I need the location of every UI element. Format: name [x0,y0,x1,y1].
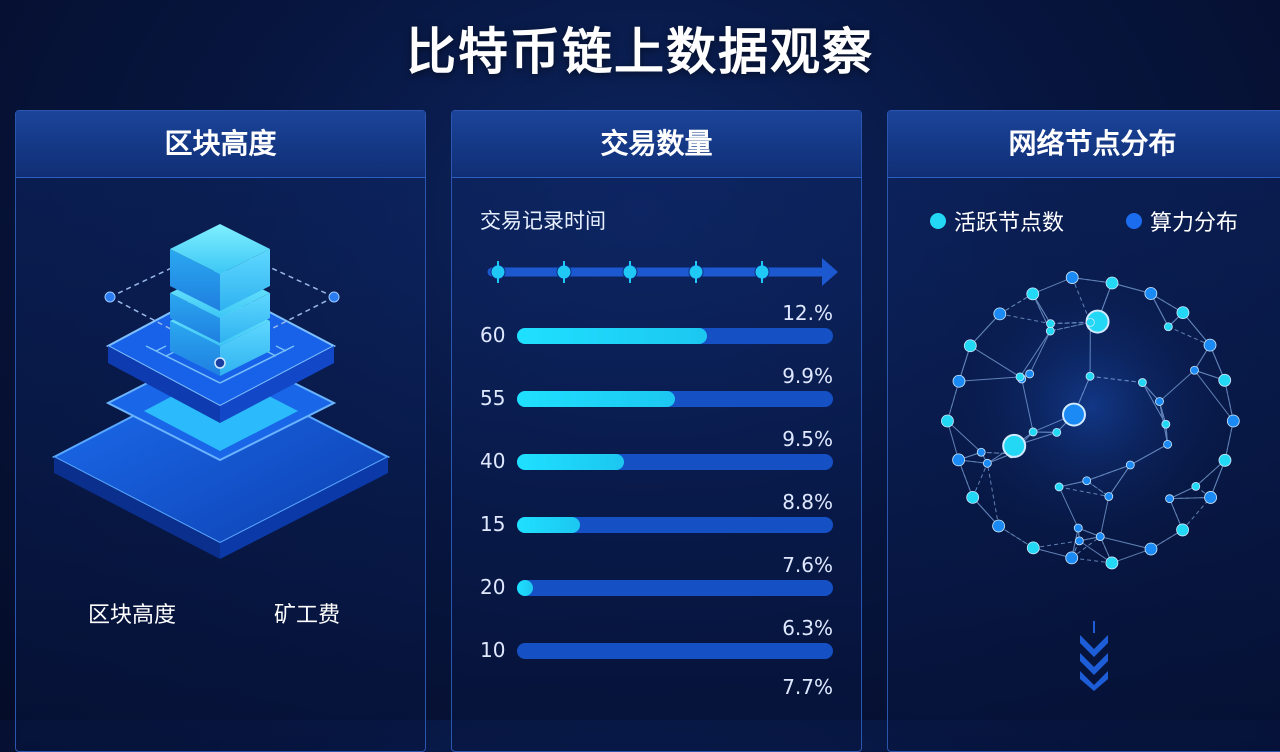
network-node [967,491,979,503]
row-label: 55 [480,386,520,410]
legend-hash-distribution: 算力分布 [1126,205,1238,237]
network-node [1162,420,1170,428]
network-node [1145,543,1157,555]
network-node [1003,435,1025,457]
network-node [1192,482,1200,490]
row-label: 20 [480,575,520,599]
network-node [1016,373,1024,381]
footer-percentage: 7.7% [782,675,833,699]
network-node-header: 网络节点分布 [888,111,1280,178]
progress-fill [517,454,624,470]
network-node [1227,415,1239,427]
network-node [1145,288,1157,300]
network-node [964,340,976,352]
progress-fill [517,391,675,407]
network-node [994,308,1006,320]
network-node [1106,557,1118,569]
miner-fee-label: 矿工费 [274,597,340,629]
network-node [1046,327,1054,335]
network-node [1074,524,1082,532]
active-nodes-dot-icon [930,213,946,229]
network-node [1063,404,1085,426]
network-node [983,459,991,467]
network-node [1177,307,1189,319]
progress-track [517,580,833,596]
row-label: 60 [480,323,520,347]
row-percentage: 8.8% [782,490,833,514]
network-node [1205,491,1217,503]
row-label: 40 [480,449,520,473]
blockchain-isometric-illustration [16,211,425,631]
row-label: 15 [480,512,520,536]
network-node [1219,454,1231,466]
network-node [1190,366,1198,374]
progress-track [517,454,833,470]
network-node [1126,461,1134,469]
network-node [1075,537,1083,545]
network-node [1066,552,1078,564]
network-node [953,454,965,466]
network-node [1027,542,1039,554]
network-node [1204,339,1216,351]
progress-fill [517,517,580,533]
transaction-count-header: 交易数量 [452,111,861,178]
timeline-arrow [486,255,846,289]
legend-hash-distribution-label: 算力分布 [1150,205,1238,237]
network-node [1155,397,1163,405]
network-node [993,520,1005,532]
network-node [1086,318,1094,326]
network-node [1219,374,1231,386]
network-node [977,448,985,456]
network-node [1083,477,1091,485]
row-percentage: 7.6% [782,553,833,577]
legend-active-nodes-label: 活跃节点数 [954,205,1064,237]
network-node [1029,428,1037,436]
network-node [1066,272,1078,284]
network-node [1026,370,1034,378]
network-node [1164,323,1172,331]
legend-active-nodes: 活跃节点数 [930,205,1064,237]
network-node [1086,372,1094,380]
network-node [1105,492,1113,500]
network-node [1027,288,1039,300]
network-node [1138,379,1146,387]
network-node [1177,524,1189,536]
network-node [1096,533,1104,541]
hash-distribution-dot-icon [1126,213,1142,229]
transaction-count-panel: 交易数量 交易记录时间 12.% 60 9.9% 55 9.5% 40 8.8% 15 7.6%… [451,110,862,752]
progress-track [517,517,833,533]
block-height-panel: 区块高度 [15,110,426,752]
row-percentage: 6.3% [782,616,833,640]
network-globe-illustration [888,271,1280,611]
block-height-label: 区块高度 [88,597,176,629]
progress-fill [517,580,533,596]
progress-fill [517,328,707,344]
transaction-time-subtitle: 交易记录时间 [480,205,606,235]
network-node [1047,320,1055,328]
network-node [1055,483,1063,491]
row-label: 10 [480,638,520,662]
row-percentage: 9.9% [782,364,833,388]
row-percentage: 12.% [782,301,833,325]
row-percentage: 9.5% [782,427,833,451]
progress-track [517,391,833,407]
progress-track [517,328,833,344]
chevron-down-icon [1074,621,1114,691]
network-node [1053,428,1061,436]
network-node [941,415,953,427]
network-node-panel: 网络节点分布 活跃节点数 算力分布 [887,110,1280,752]
progress-track [517,643,833,659]
network-node [1106,277,1118,289]
page-title: 比特币链上数据观察 [0,12,1280,84]
network-node [1164,440,1172,448]
network-node [953,375,965,387]
network-node [1166,495,1174,503]
block-height-header: 区块高度 [16,111,425,178]
